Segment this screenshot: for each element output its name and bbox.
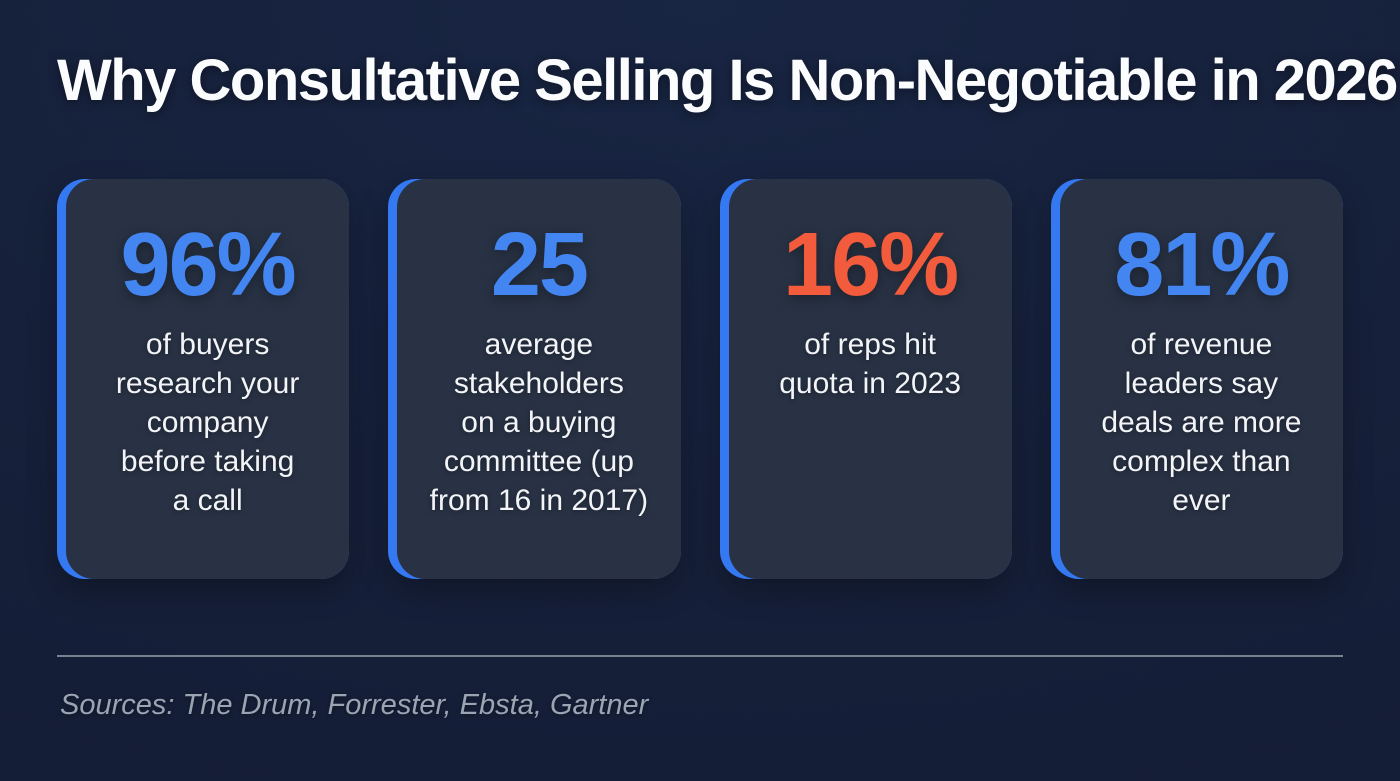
stat-card-stakeholders: 25 average stakeholders on a buying comm… <box>388 178 681 579</box>
stat-value: 96% <box>120 214 297 315</box>
stat-card-quota: 16% of reps hit quota in 2023 <box>719 178 1012 579</box>
stat-description: of buyers research your company before t… <box>115 328 300 518</box>
infographic-frame: Why Consultative Selling Is Non-Negotiab… <box>0 48 1400 781</box>
stat-cards-row: 96% of buyers research your company befo… <box>57 178 1343 579</box>
footer-divider <box>57 654 1343 657</box>
stat-value: 25 <box>490 214 589 315</box>
stat-card-deal-complexity: 81% of revenue leaders say deals are mor… <box>1050 178 1343 579</box>
stat-description: of revenue leaders say deals are more co… <box>1101 328 1302 518</box>
page-title: Why Consultative Selling Is Non-Negotiab… <box>57 48 1398 113</box>
stat-value: 16% <box>783 214 959 315</box>
stat-description: of reps hit quota in 2023 <box>779 328 962 401</box>
stat-description: average stakeholders on a buying committ… <box>429 328 649 518</box>
stat-value: 81% <box>1114 214 1290 315</box>
stat-card-buyers-research: 96% of buyers research your company befo… <box>57 178 350 579</box>
sources-text: Sources: The Drum, Forrester, Ebsta, Gar… <box>60 688 649 721</box>
